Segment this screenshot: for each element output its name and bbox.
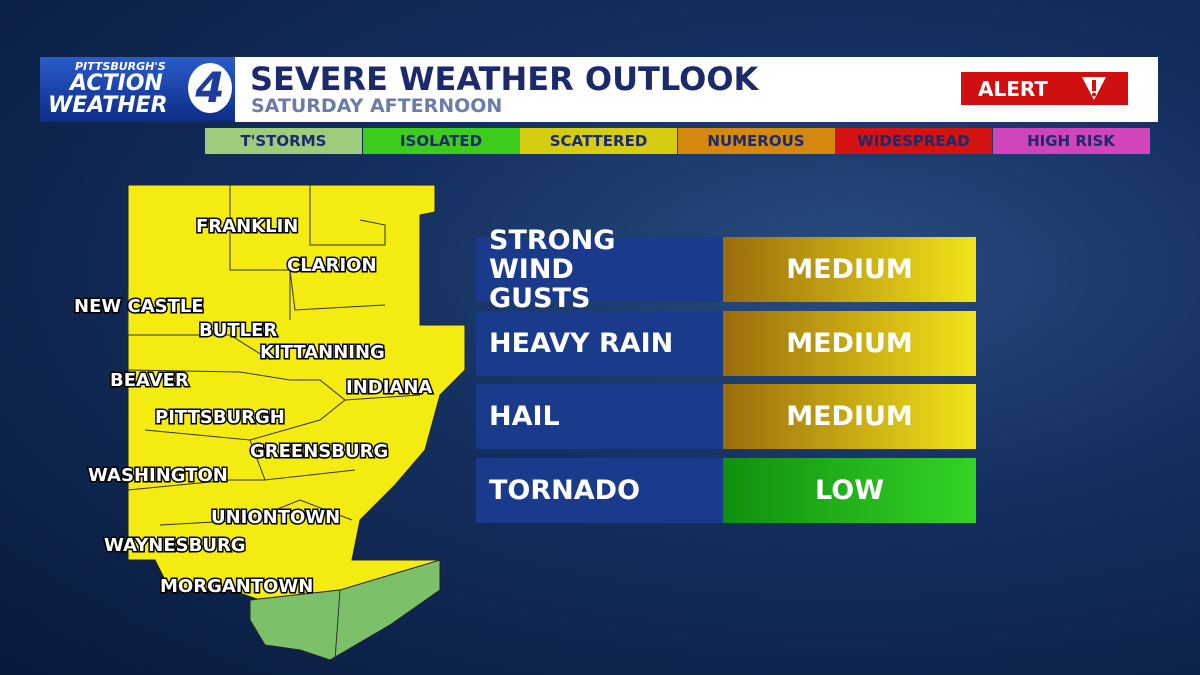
alert-icon	[1082, 77, 1106, 100]
subtitle: SATURDAY AFTERNOON	[251, 95, 503, 117]
map-label: KITTANNING	[260, 342, 385, 363]
hazard-level: MEDIUM	[723, 310, 976, 376]
hazard-level: MEDIUM	[723, 384, 976, 449]
map-label: WASHINGTON	[88, 465, 228, 486]
title: SEVERE WEATHER OUTLOOK	[250, 60, 759, 98]
brand-number: 4	[188, 63, 232, 113]
brand-line1: ACTION	[70, 71, 163, 96]
map-label: WAYNESBURG	[104, 535, 246, 556]
legend-item: WIDESPREAD	[835, 128, 992, 154]
map-label: CLARION	[287, 255, 377, 276]
brand-logo: PITTSBURGH'S ACTION WEATHER 4	[40, 57, 235, 122]
hazard-name: TORNADO	[476, 457, 723, 523]
map-label: BEAVER	[110, 370, 189, 391]
map-label: BUTLER	[199, 320, 277, 341]
map-label: NEW CASTLE	[74, 296, 204, 317]
legend-item: HIGH RISK	[992, 128, 1150, 154]
hazard-level: MEDIUM	[723, 237, 976, 302]
hazard-name: HAIL	[476, 384, 723, 449]
map-label: INDIANA	[346, 377, 432, 398]
map-label: MORGANTOWN	[160, 576, 313, 597]
legend-item: NUMEROUS	[677, 128, 835, 154]
hazard-name: STRONG WIND GUSTS	[476, 226, 723, 313]
scattered-area	[127, 184, 466, 601]
map-label: FRANKLIN	[196, 216, 298, 237]
alert-text: ALERT	[978, 77, 1049, 101]
map-label: PITTSBURGH	[155, 407, 285, 428]
legend-item: ISOLATED	[362, 128, 520, 154]
brand-line2: WEATHER	[48, 93, 168, 118]
legend-item: SCATTERED	[520, 128, 677, 154]
tstorm-area	[249, 559, 441, 661]
map-label: GREENSBURG	[250, 441, 388, 462]
hazard-name: HEAVY RAIN	[476, 310, 723, 376]
legend-item: T'STORMS	[205, 128, 362, 154]
hazard-level: LOW	[723, 457, 976, 523]
county-lines	[127, 185, 421, 661]
alert-badge: ALERT	[961, 72, 1128, 105]
map-label: UNIONTOWN	[211, 507, 340, 528]
brand-top: PITTSBURGH'S	[75, 60, 166, 73]
